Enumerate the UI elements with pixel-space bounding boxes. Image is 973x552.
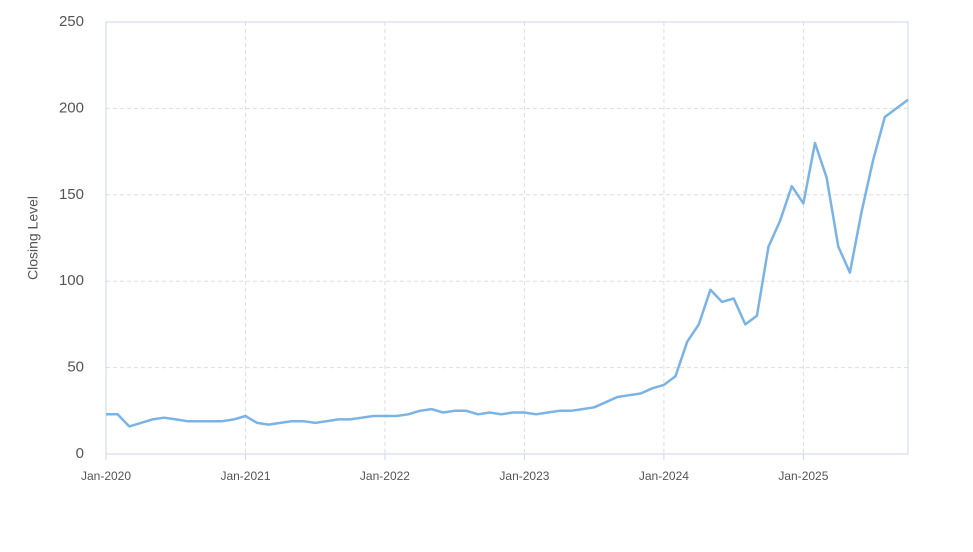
y-tick-label: 250 [59,13,84,30]
y-axis-label: Closing Level [25,196,41,280]
data-line [106,98,909,428]
y-tick-label: 0 [76,445,84,462]
plot-border [105,21,909,455]
x-tick-label: Jan-2020 [81,469,131,483]
y-tick-label: 200 [59,99,84,116]
x-tick-label: Jan-2024 [639,469,689,483]
x-tick-label: Jan-2025 [778,469,828,483]
x-tick-label: Jan-2022 [360,469,410,483]
y-tick-label: 100 [59,272,84,289]
x-tick-label: Jan-2023 [499,469,549,483]
x-tick-label: Jan-2021 [220,469,270,483]
y-tick-label: 150 [59,186,84,203]
y-tick-label: 50 [67,359,84,376]
